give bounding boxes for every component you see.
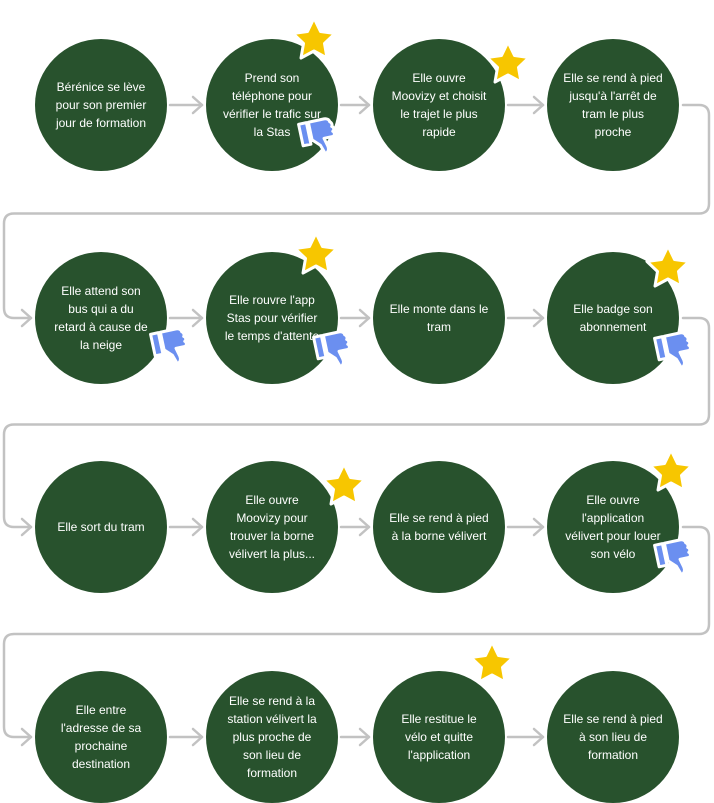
arrowhead-5	[358, 308, 371, 328]
connectors	[2, 95, 711, 747]
step-label-1: Bérénice se lève pour son premier jour d…	[55, 80, 147, 130]
row-connector-head-2	[20, 517, 33, 537]
star-icon	[292, 230, 340, 278]
step-label-2: Prend son téléphone pour vérifier le tra…	[222, 71, 322, 139]
thumb-shape	[297, 117, 336, 155]
arrowhead-2	[358, 95, 371, 115]
step-circle-3: Elle ouvre Moovizy et choisit le trajet …	[373, 39, 505, 171]
row-connector-2	[2, 316, 711, 529]
arrowhead-1	[191, 95, 204, 115]
arrowhead-4	[191, 308, 204, 328]
step-circle-14: Elle se rend à la station vélivert la pl…	[206, 671, 338, 803]
step-circle-15: Elle restitue le vélo et quitte l'applic…	[373, 671, 505, 803]
arrowhead-8	[358, 517, 371, 537]
step-label-8: Elle badge son abonnement	[573, 302, 653, 334]
step-label-7: Elle monte dans le tram	[389, 302, 489, 334]
thumbs-down-icon	[307, 328, 355, 376]
star-shape	[469, 640, 515, 684]
step-circle-11: Elle se rend à pied à la borne vélivert	[373, 461, 505, 593]
step-circle-5: Elle attend son bus qui a du retard à ca…	[35, 252, 167, 384]
row-connector-head-3	[20, 727, 33, 747]
thumbs-down-icon	[144, 325, 192, 373]
thumb-shape	[653, 331, 692, 369]
step-circle-2: Prend son téléphone pour vérifier le tra…	[206, 39, 338, 171]
star-shape	[293, 231, 339, 275]
thumb-shape	[653, 538, 692, 576]
star-icon	[644, 243, 692, 291]
step-label-12: Elle ouvre l'application vélivert pour l…	[565, 493, 661, 561]
star-shape	[645, 244, 691, 288]
thumbs-down-icon	[292, 115, 340, 163]
thumb-shape	[312, 330, 351, 368]
star-icon	[290, 15, 338, 63]
star-shape	[648, 448, 694, 492]
arrowhead-10	[191, 727, 204, 747]
step-circle-1: Bérénice se lève pour son premier jour d…	[35, 39, 167, 171]
row-connector-head-1	[20, 308, 33, 328]
step-circle-12: Elle ouvre l'application vélivert pour l…	[547, 461, 679, 593]
star-icon	[320, 461, 368, 509]
step-label-16: Elle se rend à pied à son lieu de format…	[563, 712, 663, 762]
star-shape	[485, 40, 531, 84]
arrowhead-7	[191, 517, 204, 537]
row-connector-1	[2, 103, 711, 320]
arrowhead-3	[532, 95, 545, 115]
arrowhead-6	[532, 308, 545, 328]
star-icon	[647, 447, 695, 495]
step-circle-10: Elle ouvre Moovizy pour trouver la borne…	[206, 461, 338, 593]
step-label-4: Elle se rend à pied jusqu'à l'arrêt de t…	[563, 71, 663, 139]
step-label-15: Elle restitue le vélo et quitte l'applic…	[401, 712, 477, 762]
thumbs-down-icon	[648, 329, 696, 377]
arrowhead-12	[532, 727, 545, 747]
star-icon	[484, 39, 532, 87]
arrowhead-9	[532, 517, 545, 537]
step-label-13: Elle entre l'adresse de sa prochaine des…	[60, 703, 142, 771]
step-label-14: Elle se rend à la station vélivert la pl…	[227, 694, 317, 780]
step-label-10: Elle ouvre Moovizy pour trouver la borne…	[228, 493, 316, 561]
step-label-3: Elle ouvre Moovizy et choisit le trajet …	[391, 71, 487, 139]
step-label-9: Elle sort du tram	[57, 520, 145, 534]
step-label-6: Elle rouvre l'app Stas pour vérifier le …	[224, 293, 320, 343]
step-label-11: Elle se rend à pied à la borne vélivert	[389, 511, 489, 543]
step-circle-13: Elle entre l'adresse de sa prochaine des…	[35, 671, 167, 803]
star-shape	[321, 462, 367, 506]
step-label-5: Elle attend son bus qui a du retard à ca…	[54, 284, 148, 352]
thumb-shape	[149, 327, 188, 365]
star-icon	[468, 639, 516, 687]
arrowhead-11	[358, 727, 371, 747]
step-circle-16: Elle se rend à pied à son lieu de format…	[547, 671, 679, 803]
step-circle-9: Elle sort du tram	[35, 461, 167, 593]
thumbs-down-icon	[648, 536, 696, 584]
step-circle-7: Elle monte dans le tram	[373, 252, 505, 384]
step-circle-6: Elle rouvre l'app Stas pour vérifier le …	[206, 252, 338, 384]
star-shape	[291, 16, 337, 60]
row-connector-3	[2, 525, 711, 739]
step-circle-4: Elle se rend à pied jusqu'à l'arrêt de t…	[547, 39, 679, 171]
journey-diagram: Bérénice se lève pour son premier jour d…	[2, 15, 711, 803]
